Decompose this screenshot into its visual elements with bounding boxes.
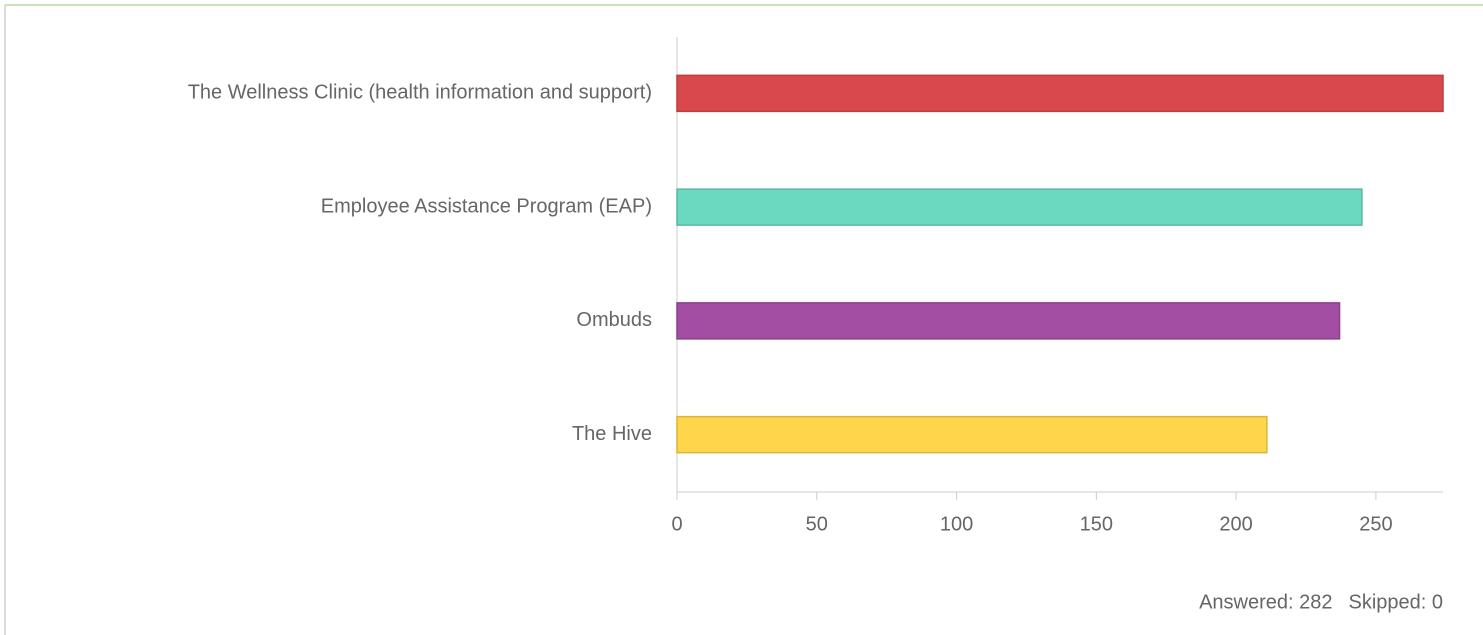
x-tick-label: 100 — [940, 513, 973, 535]
x-tick-label: 0 — [671, 513, 682, 535]
bar — [676, 74, 1444, 113]
y-tick-label: The Wellness Clinic (health information … — [188, 82, 652, 104]
y-tick-label: Ombuds — [576, 309, 652, 331]
bar — [676, 415, 1268, 454]
bar — [676, 302, 1341, 340]
answered: Answered: 282 — [1199, 591, 1332, 613]
skipped: Skipped: 0 — [1348, 591, 1443, 613]
x-tick-label: 250 — [1359, 513, 1392, 535]
x-tick-label: 50 — [806, 513, 828, 535]
y-tick-label: The Hive — [572, 423, 652, 445]
x-tick-label: 150 — [1080, 513, 1113, 535]
y-tick-label: Employee Assistance Program (EAP) — [321, 195, 652, 217]
bar — [676, 188, 1363, 226]
x-tick-label: 200 — [1219, 513, 1252, 535]
